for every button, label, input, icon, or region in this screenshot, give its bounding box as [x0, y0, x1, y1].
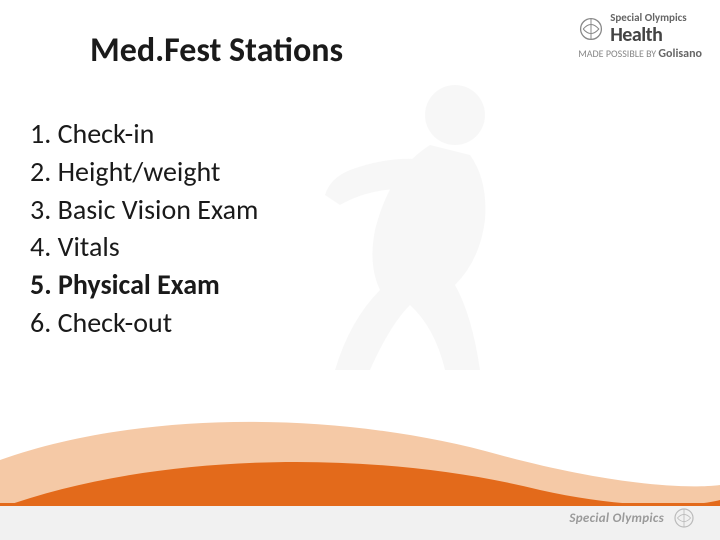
footer-mark-icon — [672, 506, 696, 530]
brand-health-text: Health — [610, 24, 686, 46]
footer-brand-text: Special Olympics — [569, 511, 664, 526]
sponsor-name: Golisano — [658, 47, 702, 61]
station-list-item: 4. Vitals — [30, 228, 258, 266]
slide-title: Med.Fest Stations — [90, 30, 343, 71]
brand-sponsor-line: MADE POSSIBLE BY Golisano — [578, 48, 702, 61]
station-list-item: 2. Height/weight — [30, 153, 258, 191]
station-list-item: 6. Check-out — [30, 304, 258, 342]
athlete-watermark-icon — [280, 60, 540, 380]
footer-logo-block: Special Olympics — [569, 506, 696, 530]
sponsor-prefix: MADE POSSIBLE BY — [578, 47, 656, 60]
special-olympics-mark-icon — [578, 16, 604, 42]
header-logo-block: Special Olympics Health MADE POSSIBLE BY… — [578, 12, 702, 61]
station-list-item: 3. Basic Vision Exam — [30, 191, 258, 229]
station-list-item: 5. Physical Exam — [30, 266, 258, 304]
station-list-item: 1. Check-in — [30, 115, 258, 153]
station-list: 1. Check-in2. Height/weight3. Basic Visi… — [30, 115, 258, 342]
slide: Med.Fest Stations 1. Check-in2. Height/w… — [0, 0, 720, 540]
